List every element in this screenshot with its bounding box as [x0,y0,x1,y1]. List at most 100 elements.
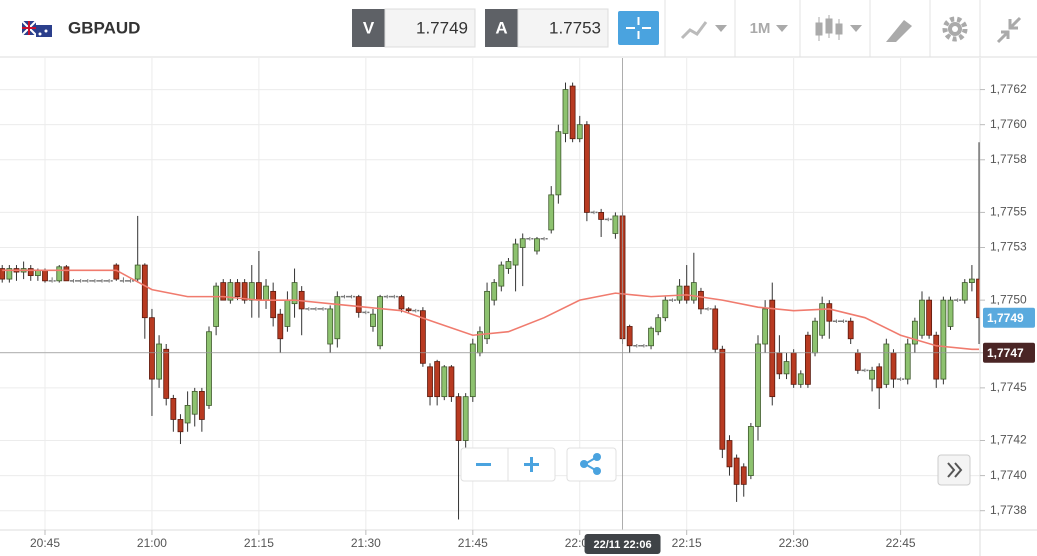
candle-body [241,282,248,301]
bid-label: V [363,18,375,37]
crosshair-time-label: 22/11 22:06 [593,539,651,551]
candle-body [505,261,512,269]
candle-body [947,299,954,327]
indicator-button[interactable] [680,21,727,40]
candle-body [134,264,141,280]
candle-body [149,317,155,380]
last-price-tag [983,307,1035,328]
x-tick-label: 20:45 [30,536,60,550]
share-button[interactable] [566,447,617,482]
candle-body [434,361,441,398]
candle-body [370,313,376,327]
x-axis-panel [0,530,980,556]
crosshair-price-label: 1,7747 [987,346,1024,360]
candle-body [220,282,227,301]
candle-body [826,303,833,322]
x-tick-label: 22:15 [672,536,702,550]
candle-body [498,264,505,287]
candle-body [334,296,341,340]
candle-body [683,285,690,301]
candle-body [427,366,433,398]
candle-body [42,269,48,282]
candle-body [255,282,262,301]
y-tick-label: 1,7753 [990,240,1027,254]
candle-body [919,299,925,336]
candle-body [911,320,918,345]
x-tick-label: 21:00 [137,536,167,550]
y-tick-label: 1,7742 [990,433,1027,447]
candle-body [655,317,662,333]
bid-box[interactable] [384,8,476,48]
candle-body [733,457,740,485]
collapse-button[interactable] [996,16,1022,44]
candle-body [755,343,761,427]
candle-body [776,352,783,375]
draw-tool-button[interactable] [886,20,912,42]
x-tick-label: 22:30 [779,536,809,550]
candle-body [56,266,63,282]
crosshair-time-tag [584,534,661,554]
candle-body [926,299,933,336]
candle-body [555,131,562,196]
candle-body [405,308,412,312]
crosshair-price-tag [983,342,1035,363]
plot-area [0,58,982,530]
candle-body [569,85,576,140]
y-axis-panel [980,58,1037,556]
toolbar-separators [664,0,981,57]
candle-body [277,313,284,340]
timeframe[interactable]: 1M [750,20,771,37]
bid-price: 1.7749 [416,18,468,37]
candle-body [648,327,654,347]
candle-body [690,282,697,301]
candle-body [805,334,811,385]
candle-body [206,331,212,406]
y-tick-label: 1,7740 [990,468,1027,482]
scroll-right-button[interactable] [937,454,971,486]
candle-body [869,369,875,380]
candle-body [519,238,526,248]
candle-body [234,282,241,298]
candle-body [719,348,726,450]
y-tick-label: 1,7738 [990,503,1027,517]
candle-body [883,343,890,385]
chart-type-button[interactable] [815,15,862,41]
candle-body [740,466,747,485]
ask-box[interactable] [517,8,609,48]
candle-body [847,320,854,340]
candle-body [726,440,733,468]
moving-average [2,269,980,351]
crosshair-button[interactable] [618,11,659,45]
candle-body [491,282,498,301]
timeframe-arrow [776,25,788,32]
candle-body [940,299,947,380]
candle-body [462,396,469,441]
candle-body [762,308,769,345]
candle-body [455,396,462,441]
ask-label: A [495,18,507,37]
candle-body [263,285,269,301]
candle-body [790,352,797,385]
candle-body [512,243,519,266]
candle-body [698,290,704,310]
bid-button[interactable] [352,9,385,47]
grid [0,58,980,530]
zoom-in-button[interactable] [524,457,539,472]
candle-body [712,308,719,350]
candle-body [398,296,405,310]
zoom-controls [460,447,556,482]
candle-body [933,334,940,380]
candle-body [327,308,334,345]
candle-body [598,212,605,220]
candle-body [141,264,148,319]
candle-body [626,326,633,347]
candle-body [819,303,826,336]
settings-button[interactable] [942,16,968,42]
candle-body [184,405,191,424]
ask-button[interactable] [485,9,518,47]
candle-body [484,290,490,340]
candle-body [191,390,198,415]
candle-body [213,285,220,327]
candle-body [576,124,583,140]
